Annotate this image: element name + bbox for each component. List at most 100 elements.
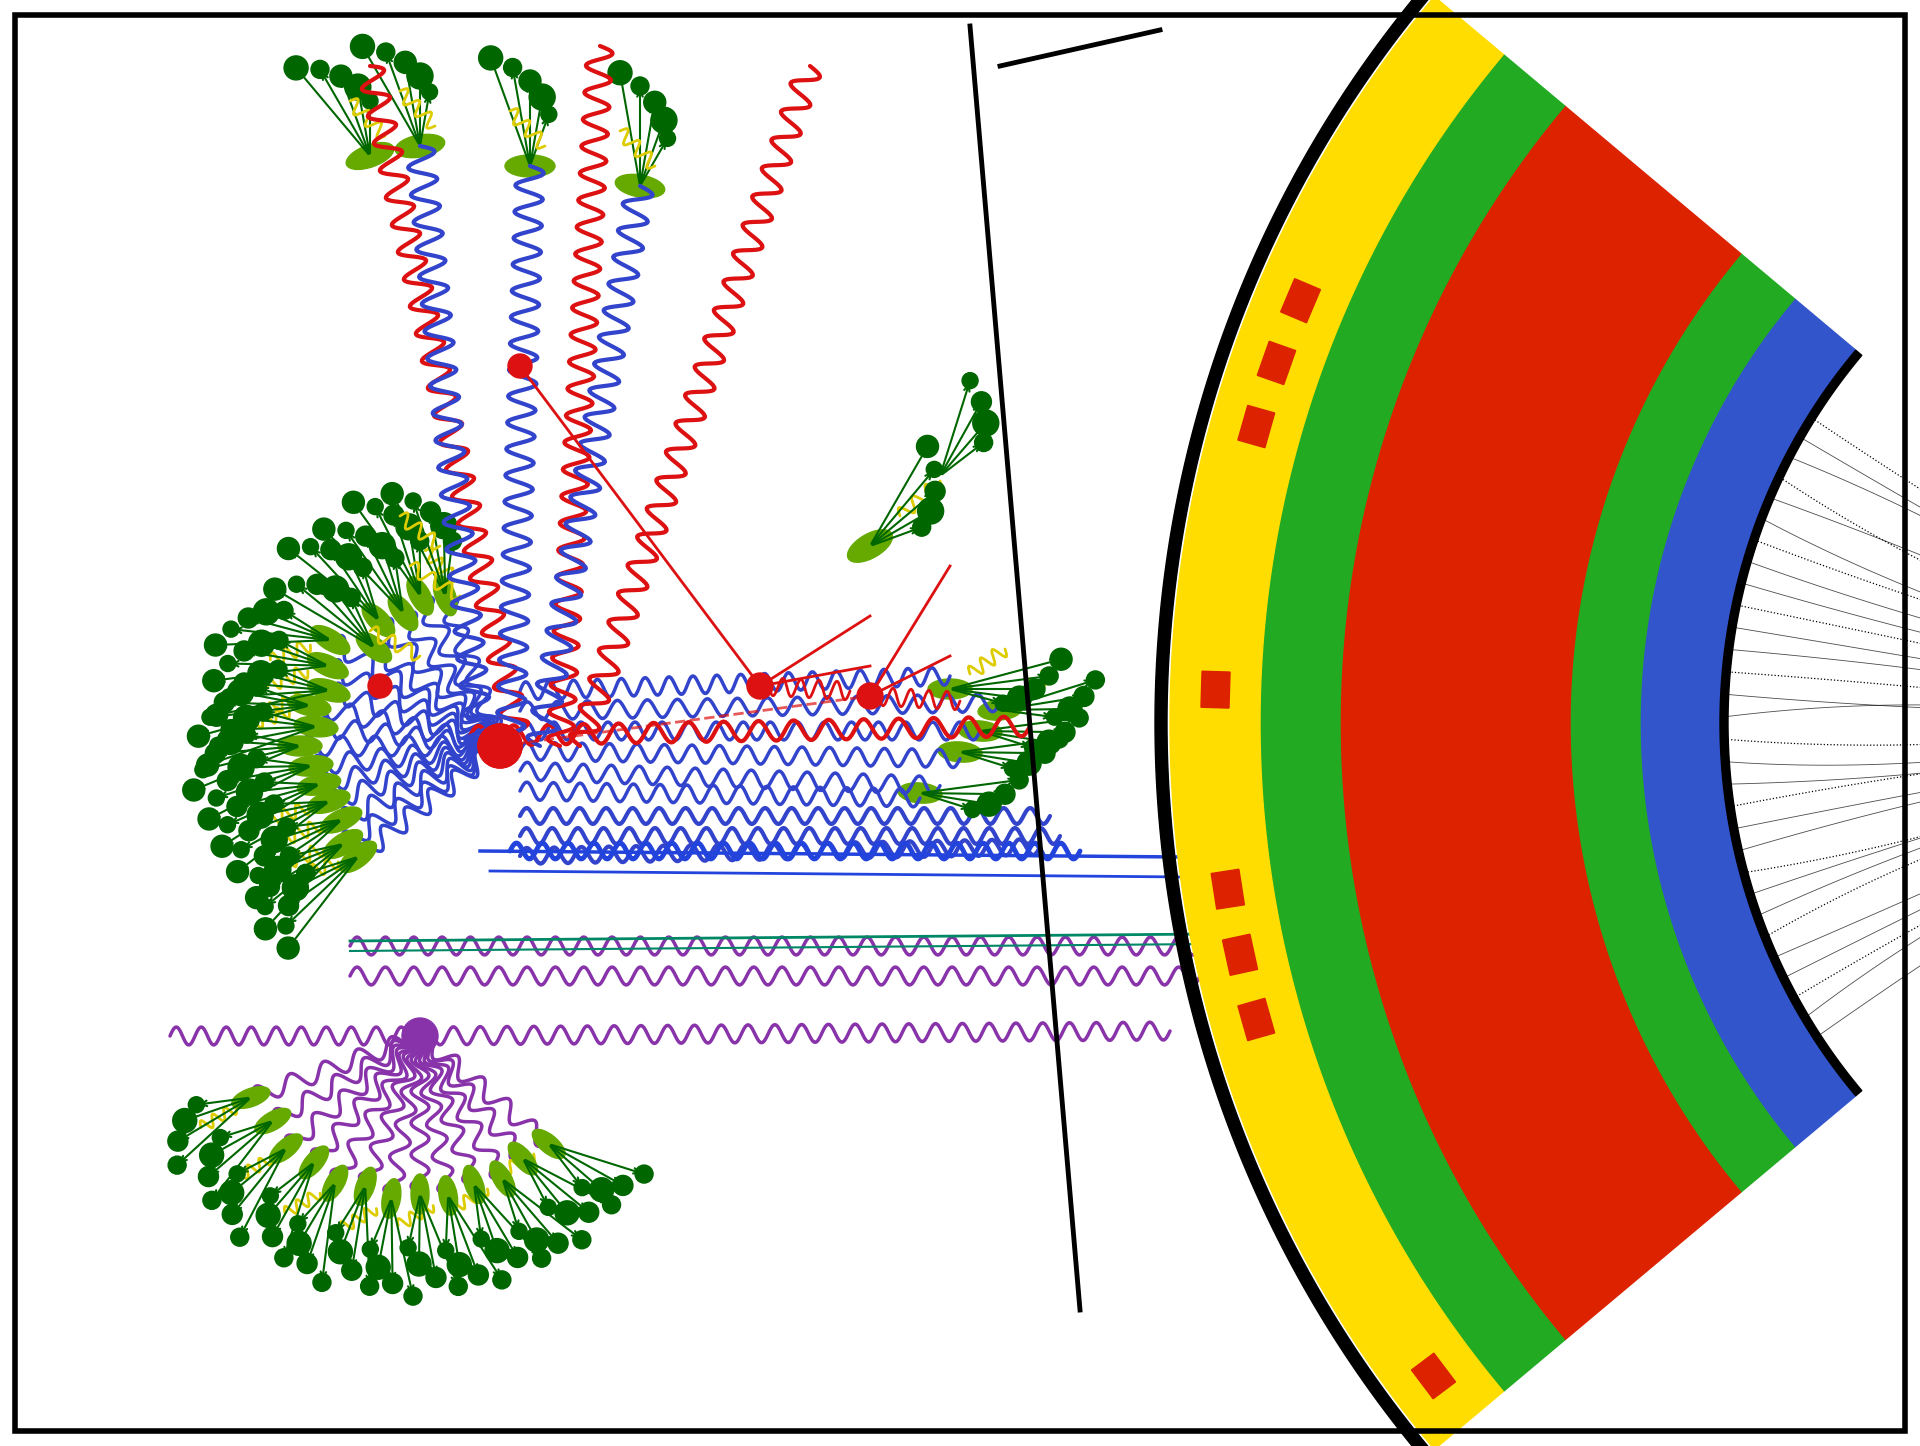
- Ellipse shape: [300, 1147, 328, 1178]
- Ellipse shape: [463, 1165, 486, 1203]
- Polygon shape: [1640, 299, 1857, 1147]
- Circle shape: [382, 483, 403, 505]
- Circle shape: [196, 753, 219, 777]
- Ellipse shape: [290, 756, 332, 777]
- Circle shape: [284, 56, 307, 80]
- Bar: [1308, 218, 1350, 262]
- Circle shape: [493, 1271, 511, 1288]
- Circle shape: [355, 526, 376, 547]
- Circle shape: [511, 1223, 526, 1239]
- Ellipse shape: [288, 694, 330, 716]
- Circle shape: [1010, 771, 1027, 790]
- Circle shape: [438, 1242, 453, 1258]
- Circle shape: [217, 729, 244, 755]
- Circle shape: [342, 589, 361, 606]
- Circle shape: [420, 502, 440, 522]
- Circle shape: [248, 678, 267, 696]
- Circle shape: [407, 1252, 430, 1275]
- Circle shape: [636, 1165, 653, 1183]
- Circle shape: [977, 792, 1000, 816]
- Circle shape: [248, 630, 275, 656]
- Circle shape: [221, 688, 236, 704]
- Ellipse shape: [388, 594, 419, 630]
- Circle shape: [238, 821, 259, 840]
- Circle shape: [632, 77, 649, 95]
- Circle shape: [394, 51, 417, 74]
- Circle shape: [298, 865, 315, 882]
- Circle shape: [1008, 687, 1031, 710]
- Circle shape: [555, 1200, 580, 1225]
- Circle shape: [407, 64, 434, 90]
- Ellipse shape: [939, 742, 981, 762]
- Circle shape: [255, 918, 276, 940]
- Ellipse shape: [324, 830, 363, 859]
- Circle shape: [298, 1254, 317, 1274]
- Bar: [1373, 101, 1417, 147]
- Circle shape: [276, 937, 300, 959]
- Circle shape: [303, 539, 319, 555]
- Circle shape: [447, 1252, 470, 1277]
- Bar: [1212, 536, 1244, 577]
- Circle shape: [230, 1228, 250, 1246]
- Circle shape: [219, 817, 236, 833]
- Circle shape: [396, 513, 422, 539]
- Circle shape: [275, 602, 294, 619]
- Circle shape: [1037, 730, 1062, 755]
- Ellipse shape: [958, 722, 1002, 742]
- Circle shape: [609, 61, 632, 85]
- Ellipse shape: [311, 626, 349, 655]
- Circle shape: [290, 1216, 305, 1232]
- Circle shape: [278, 818, 296, 836]
- Circle shape: [386, 549, 403, 567]
- Circle shape: [422, 84, 438, 100]
- Circle shape: [518, 69, 541, 93]
- Circle shape: [255, 1203, 280, 1228]
- Circle shape: [263, 1187, 278, 1205]
- Circle shape: [916, 435, 939, 457]
- Ellipse shape: [357, 632, 392, 662]
- Polygon shape: [1169, 0, 1503, 1446]
- Circle shape: [925, 482, 945, 502]
- Circle shape: [288, 1232, 311, 1255]
- Circle shape: [1073, 687, 1094, 707]
- Circle shape: [363, 1241, 378, 1258]
- Bar: [1204, 604, 1235, 642]
- Ellipse shape: [278, 736, 323, 756]
- Circle shape: [1035, 743, 1054, 763]
- Circle shape: [288, 576, 305, 593]
- Ellipse shape: [434, 576, 457, 616]
- Ellipse shape: [614, 175, 664, 198]
- Circle shape: [962, 373, 977, 389]
- Circle shape: [223, 1205, 242, 1225]
- Ellipse shape: [355, 1167, 376, 1206]
- Bar: [1258, 1061, 1296, 1105]
- Circle shape: [964, 801, 981, 817]
- Circle shape: [167, 1131, 188, 1151]
- Circle shape: [253, 599, 278, 625]
- Circle shape: [282, 875, 309, 901]
- Polygon shape: [1720, 350, 1862, 1096]
- Circle shape: [342, 1261, 361, 1280]
- Bar: [1258, 341, 1296, 385]
- Circle shape: [376, 43, 396, 61]
- Circle shape: [486, 1239, 509, 1262]
- Circle shape: [330, 65, 351, 87]
- Circle shape: [572, 1231, 591, 1249]
- Circle shape: [925, 461, 943, 477]
- Bar: [1281, 1124, 1321, 1167]
- Circle shape: [503, 58, 522, 77]
- Circle shape: [261, 827, 288, 853]
- Ellipse shape: [294, 716, 338, 737]
- Circle shape: [219, 1181, 244, 1205]
- Circle shape: [478, 46, 503, 69]
- Circle shape: [253, 703, 273, 722]
- Circle shape: [198, 808, 221, 830]
- Circle shape: [403, 1287, 422, 1306]
- Circle shape: [509, 354, 532, 377]
- Circle shape: [532, 1249, 551, 1267]
- Bar: [1204, 804, 1235, 842]
- Circle shape: [856, 683, 883, 709]
- Circle shape: [363, 93, 378, 108]
- Ellipse shape: [490, 1161, 515, 1197]
- Circle shape: [975, 434, 993, 451]
